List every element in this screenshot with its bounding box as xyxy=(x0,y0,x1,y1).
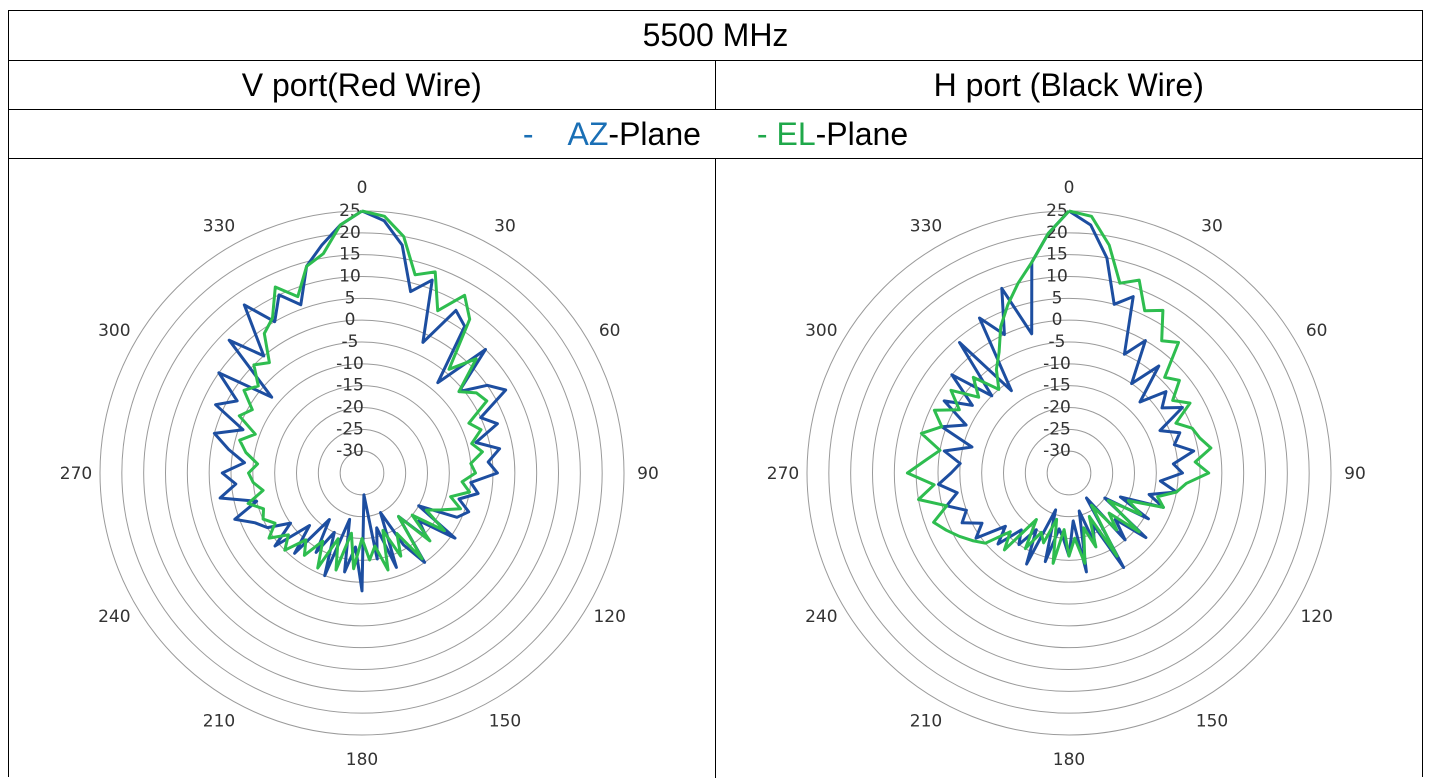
radial-tick-label: -25 xyxy=(1043,419,1071,439)
grid-ring xyxy=(806,210,1332,736)
angle-tick-label: 120 xyxy=(593,607,625,627)
grid-ring xyxy=(186,297,538,649)
grid-ring xyxy=(339,450,385,496)
grid-ring xyxy=(208,319,516,627)
radial-tick-label: 15 xyxy=(339,245,361,265)
grid-ring xyxy=(893,297,1244,649)
grid-ring xyxy=(1002,407,1135,539)
az-plane-series-line xyxy=(212,209,508,593)
angle-tick-label: 210 xyxy=(910,712,942,732)
legend-az: - AZ -Plane xyxy=(523,116,701,153)
radial-tick-label: 10 xyxy=(339,267,361,287)
grid-ring xyxy=(828,232,1310,714)
h-port-polar-chart: 2520151050-5-10-15-20-25-300306090120150… xyxy=(767,178,1366,770)
radial-tick-label: 10 xyxy=(1046,267,1068,287)
grid-ring xyxy=(871,276,1266,670)
radial-tick-label: -30 xyxy=(1043,441,1071,461)
radial-tick-label: -15 xyxy=(336,376,364,396)
legend-az-suffix: -Plane xyxy=(608,115,701,152)
angle-tick-label: 270 xyxy=(767,464,799,484)
port-header-row: V port(Red Wire) H port (Black Wire) xyxy=(9,61,1422,110)
grid-ring xyxy=(980,385,1157,561)
radial-tick-label: -30 xyxy=(336,441,364,461)
angle-tick-label: 330 xyxy=(203,216,235,236)
radial-tick-label: -10 xyxy=(336,354,364,374)
frequency-title: 5500 MHz xyxy=(642,17,789,53)
angle-tick-label: 30 xyxy=(494,216,516,236)
h-port-plot-cell: 25 20 15 10 5 0 -5 -10 -15 -20 -25 -30 0 30 60 90 120 150… xyxy=(716,159,1423,778)
plots-row: 25 20 15 10 5 0 -5 -10 -15 -20 -25 -30 0 30 60 90 120 150… xyxy=(9,159,1422,778)
radial-tick-label: 20 xyxy=(339,223,361,243)
angle-tick-label: 270 xyxy=(60,464,92,484)
angle-tick-label: 0 xyxy=(357,178,368,198)
legend-el-dash: - xyxy=(756,115,777,152)
radial-tick-label: 15 xyxy=(1046,245,1068,265)
radial-tick-label: -15 xyxy=(1043,376,1071,396)
el-plane-series-line xyxy=(237,209,489,572)
angle-tick-label: 60 xyxy=(599,321,621,341)
angle-tick-label: 210 xyxy=(203,712,235,732)
angle-tick-label: 120 xyxy=(1300,607,1332,627)
angle-tick-label: 300 xyxy=(98,321,130,341)
radial-tick-label: -25 xyxy=(336,419,364,439)
v-port-plot-cell: 25 20 15 10 5 0 -5 -10 -15 -20 -25 -30 0 30 60 90 120 150… xyxy=(9,159,716,778)
v-port-polar-chart: 2520151050-5-10-15-20-25-300306090120150… xyxy=(60,178,659,770)
angle-tick-label: 300 xyxy=(805,321,837,341)
grid-ring xyxy=(143,254,581,692)
grid-ring xyxy=(1024,428,1113,518)
title-row: 5500 MHz xyxy=(9,11,1422,61)
angle-tick-label: 90 xyxy=(637,464,659,484)
antenna-pattern-table: 5500 MHz V port(Red Wire) H port (Black … xyxy=(8,10,1423,778)
legend-el: - EL -Plane xyxy=(757,116,908,153)
legend-az-prefix: AZ xyxy=(567,115,609,152)
angle-tick-label: 90 xyxy=(1344,464,1366,484)
angle-tick-label: 180 xyxy=(1053,750,1085,770)
grid-ring xyxy=(99,210,625,736)
angle-tick-label: 60 xyxy=(1306,321,1328,341)
radial-tick-label: -5 xyxy=(1048,332,1065,352)
angle-tick-label: 240 xyxy=(805,607,837,627)
v-port-header: V port(Red Wire) xyxy=(9,61,716,109)
el-plane-series-line xyxy=(905,209,1213,565)
angle-tick-label: 0 xyxy=(1063,178,1074,198)
grid-ring xyxy=(915,319,1223,627)
legend-el-prefix: EL xyxy=(776,115,816,152)
radial-tick-label: -20 xyxy=(336,398,364,418)
radial-tick-label: 0 xyxy=(345,310,356,330)
angle-tick-label: 150 xyxy=(489,712,521,732)
angle-tick-label: 30 xyxy=(1201,216,1223,236)
grid-ring xyxy=(121,232,603,714)
radial-tick-label: -10 xyxy=(1043,354,1071,374)
legend-row: - AZ -Plane - EL -Plane xyxy=(9,110,1422,159)
legend: - AZ -Plane - EL -Plane xyxy=(9,110,1422,158)
legend-el-suffix: -Plane xyxy=(815,115,909,152)
radial-tick-label: -20 xyxy=(1043,398,1071,418)
radial-tick-label: 0 xyxy=(1051,310,1062,330)
angle-tick-label: 150 xyxy=(1196,712,1228,732)
radial-tick-label: 5 xyxy=(1051,288,1062,308)
radial-tick-label: -5 xyxy=(342,332,359,352)
grid-ring xyxy=(849,254,1288,692)
grid-ring xyxy=(937,341,1201,605)
angle-tick-label: 180 xyxy=(346,750,378,770)
legend-az-dash: - xyxy=(522,115,534,152)
grid-ring xyxy=(165,276,559,670)
grid-ring xyxy=(1046,450,1092,496)
h-port-header: H port (Black Wire) xyxy=(933,66,1204,103)
angle-tick-label: 330 xyxy=(910,216,942,236)
angle-tick-label: 240 xyxy=(98,607,130,627)
radial-tick-label: 5 xyxy=(345,288,356,308)
